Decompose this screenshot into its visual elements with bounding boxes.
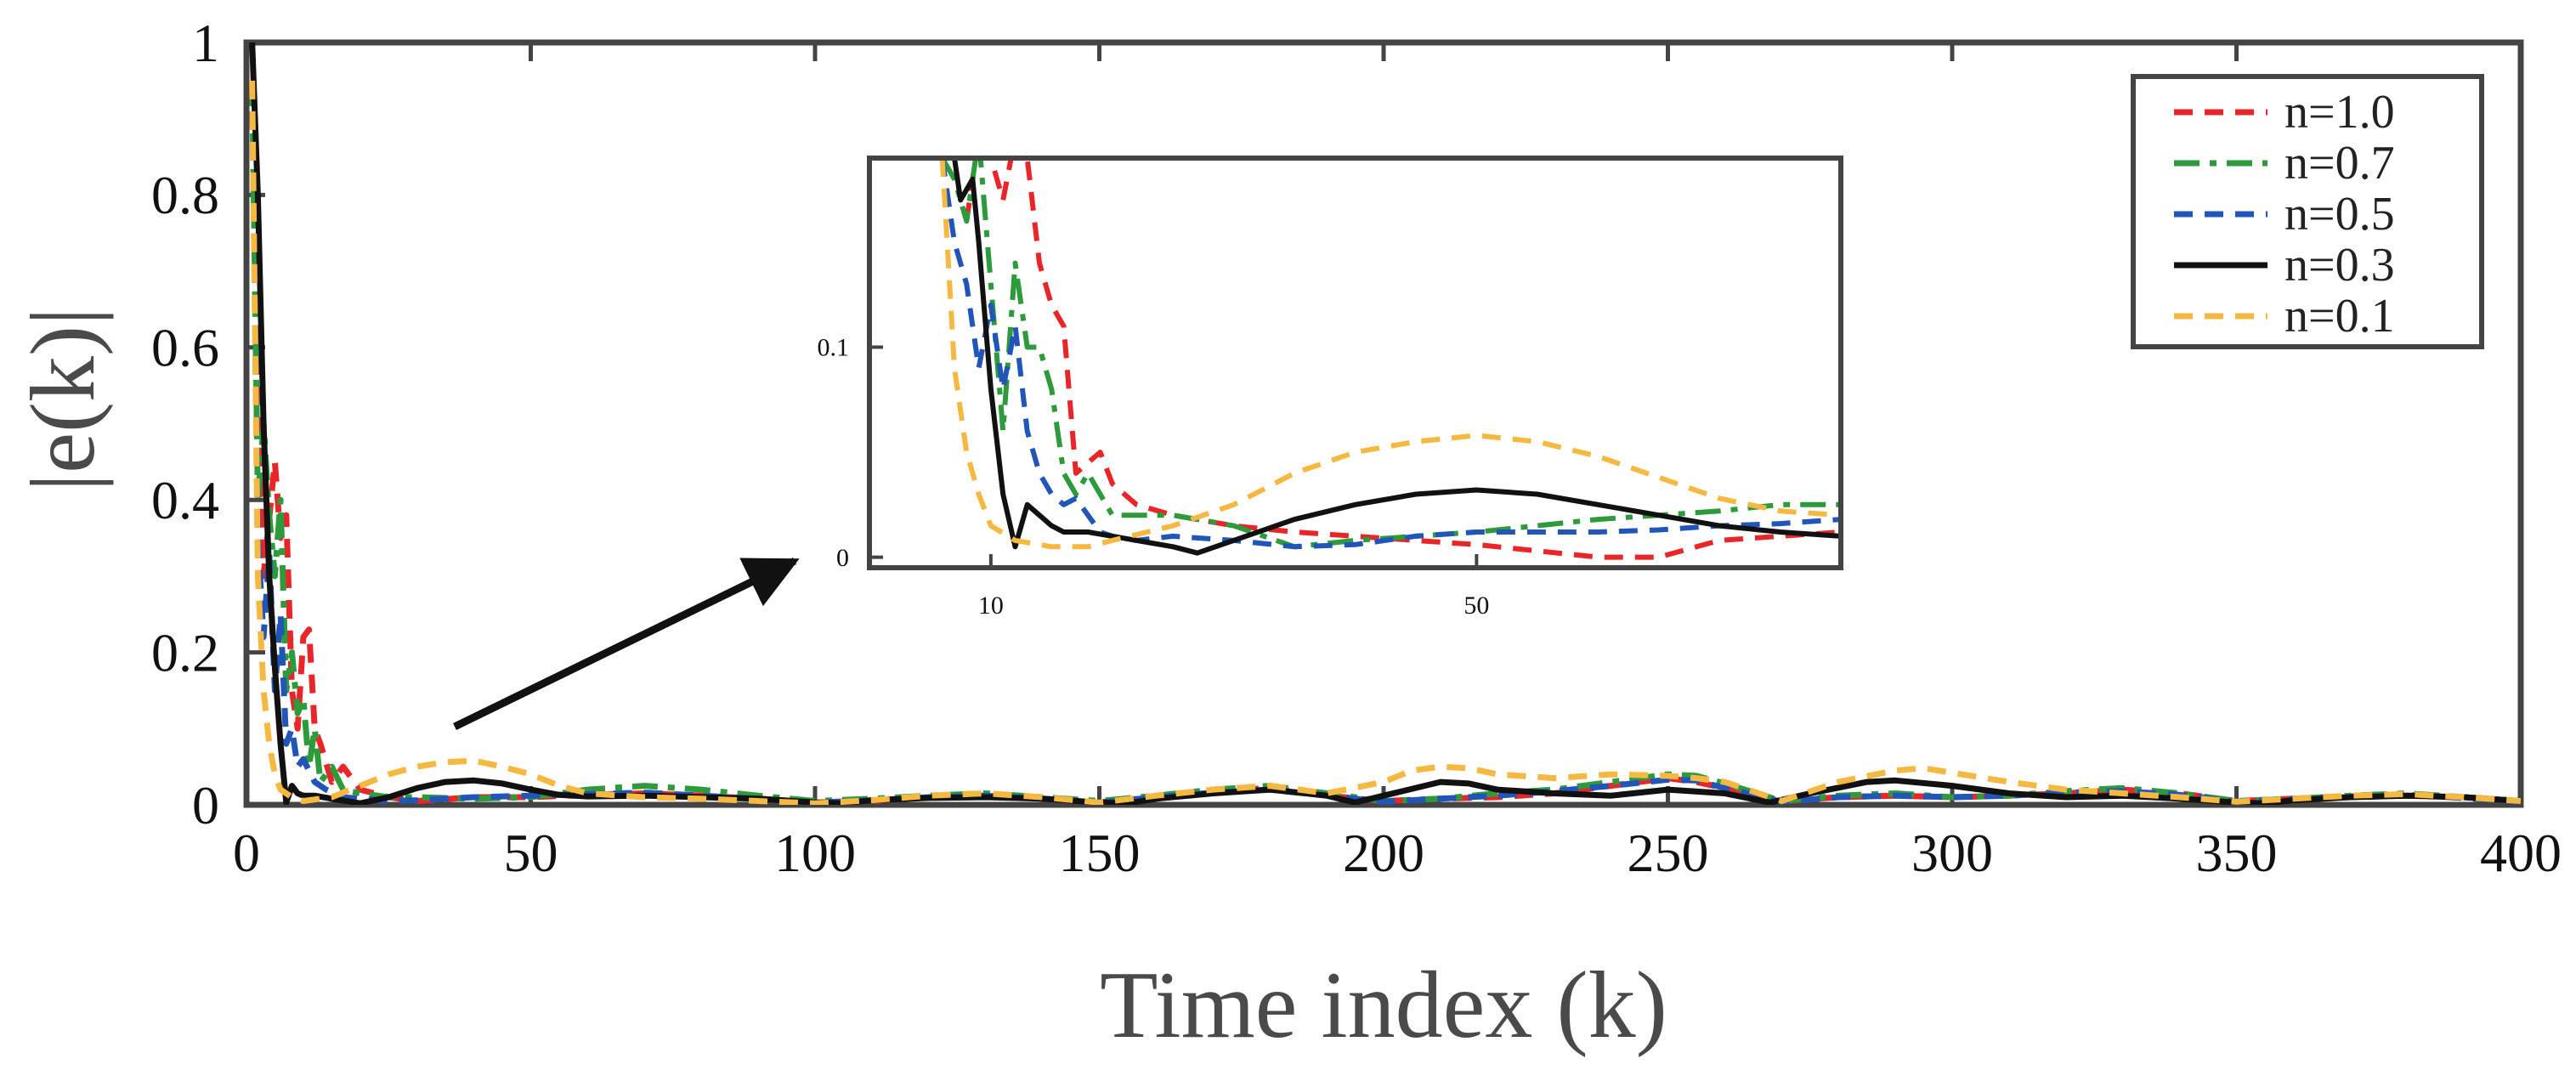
main-x-tick-label: 350 [2196, 823, 2278, 883]
main-series-line-n-0-1 [249, 80, 2521, 805]
inset-tick-labels: 10 50 0 0.1 [818, 334, 1490, 620]
main-y-tick-label: 0.4 [151, 470, 219, 530]
y-axis-label: |e(k)| [13, 307, 114, 491]
main-y-tick-label: 0.8 [151, 165, 219, 225]
inset-y-tick-label: 0 [836, 544, 849, 572]
main-x-tick-label: 150 [1059, 823, 1141, 883]
main-y-tick-label: 0.2 [151, 622, 219, 682]
legend: n=1.0n=0.7n=0.5n=0.3n=0.1 [2131, 74, 2484, 349]
inset-series [939, 158, 1841, 560]
main-x-tick-label: 400 [2480, 823, 2562, 883]
main-x-tick-label: 50 [504, 823, 558, 883]
inset-background [869, 158, 1841, 568]
inset-x-tick-label: 10 [978, 592, 1004, 620]
main-y-tick-label: 0 [192, 775, 219, 835]
main-x-tick-label: 0 [233, 823, 260, 883]
inset-ticks [869, 345, 1479, 568]
inset-series-line-n-0-7 [940, 158, 1841, 550]
inset-series-line-n-0-1 [939, 158, 1841, 550]
inset-plot-frame [867, 156, 1843, 570]
legend-label-n-0-3: n=0.3 [2284, 239, 2395, 292]
main-series [249, 42, 2521, 805]
inset-y-tick-label: 0.1 [818, 334, 850, 362]
legend-items: n=1.0n=0.7n=0.5n=0.3n=0.1 [2174, 86, 2395, 343]
inset-series-line-n-0-3 [952, 158, 1841, 556]
main-y-tick-label: 0.6 [151, 318, 219, 378]
legend-label-n-0-1: n=0.1 [2284, 290, 2395, 343]
legend-label-n-1-0: n=1.0 [2284, 86, 2395, 139]
legend-label-n-0-5: n=0.5 [2284, 188, 2395, 241]
legend-label-n-0-7: n=0.7 [2284, 137, 2395, 190]
zoom-arrow [453, 557, 800, 731]
inset-x-tick-label: 50 [1464, 592, 1489, 620]
main-x-tick-label: 300 [1911, 823, 1993, 883]
x-axis-label: Time index (k) [1100, 953, 1667, 1058]
main-x-tick-label: 200 [1343, 823, 1424, 883]
main-x-tick-label: 250 [1628, 823, 1709, 883]
inset-series-line-n-1-0 [964, 158, 1841, 560]
main-y-tick-label: 1 [192, 13, 219, 73]
main-x-tick-label: 100 [774, 823, 856, 883]
